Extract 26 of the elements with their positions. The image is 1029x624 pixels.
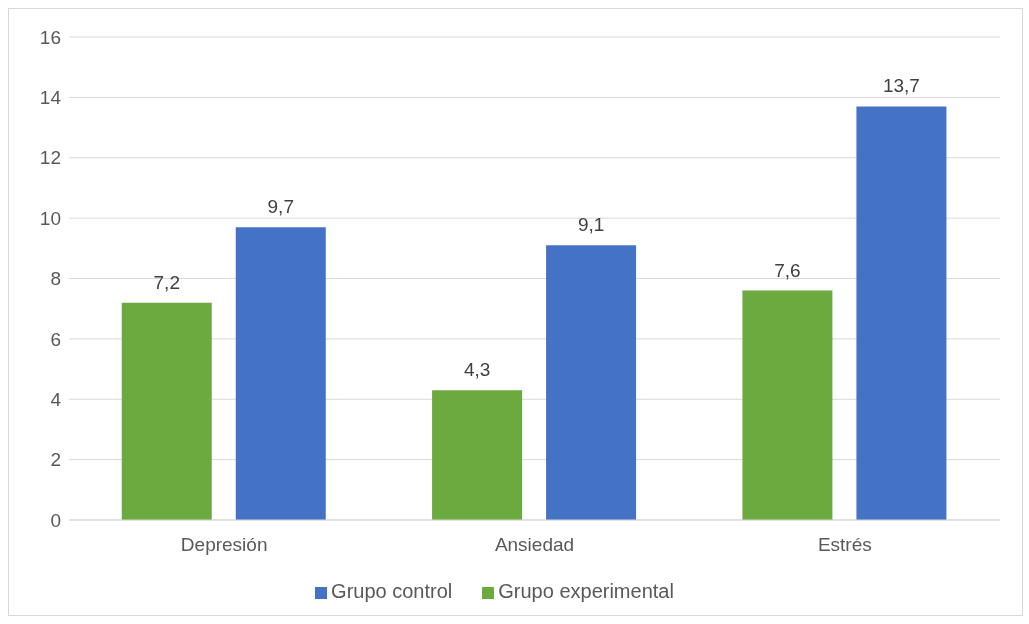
data-label: 13,7 xyxy=(882,75,920,97)
legend-label: Grupo experimental xyxy=(498,580,674,602)
data-label: 4,3 xyxy=(463,359,491,381)
bar xyxy=(235,227,326,520)
y-tick-label: 4 xyxy=(50,388,62,410)
data-label: 7,2 xyxy=(153,271,180,293)
x-tick-label: Depresión xyxy=(180,534,268,556)
bar xyxy=(121,302,212,520)
y-tick-label: 16 xyxy=(39,26,61,48)
y-tick-label: 14 xyxy=(39,87,62,109)
bar xyxy=(742,290,833,520)
y-tick-label: 10 xyxy=(39,207,61,229)
data-label: 7,6 xyxy=(774,259,801,281)
bar xyxy=(432,390,523,520)
bar xyxy=(546,245,637,520)
y-tick-label: 0 xyxy=(50,509,61,531)
y-tick-label: 8 xyxy=(50,268,61,290)
bar xyxy=(856,106,947,520)
y-tick-label: 2 xyxy=(50,449,61,471)
legend-label: Grupo control xyxy=(331,580,453,602)
data-label: 9,1 xyxy=(577,214,605,236)
x-tick-label: Estrés xyxy=(817,534,872,556)
x-tick-label: Ansiedad xyxy=(494,534,575,556)
y-tick-label: 6 xyxy=(50,328,61,350)
y-tick-label: 12 xyxy=(39,147,61,169)
data-label: 9,7 xyxy=(267,196,294,218)
